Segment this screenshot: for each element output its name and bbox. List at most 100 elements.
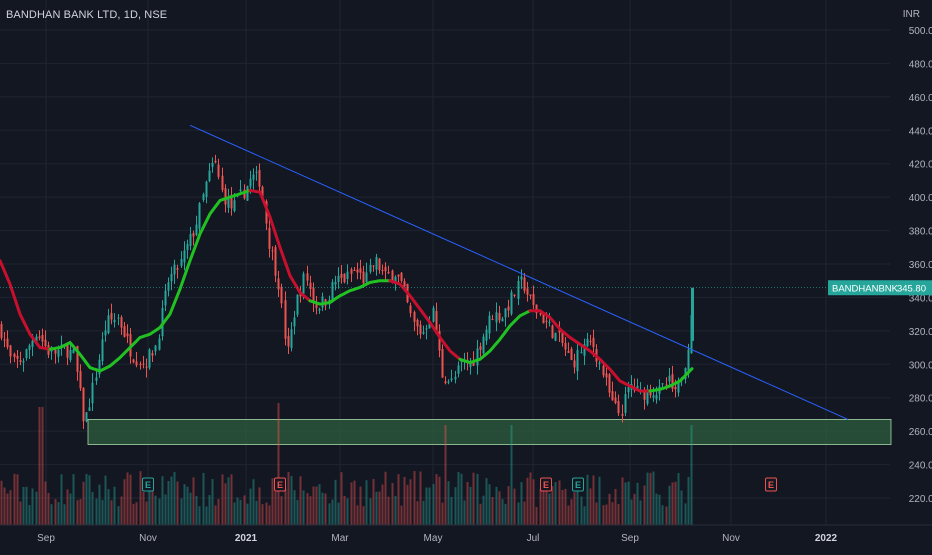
candle-body bbox=[287, 336, 290, 347]
volume-bar bbox=[668, 485, 671, 525]
candle-body bbox=[422, 332, 425, 334]
volume-bar bbox=[554, 482, 557, 525]
candle-body bbox=[224, 188, 227, 205]
volume-bar bbox=[164, 494, 167, 525]
volume-bar bbox=[239, 499, 242, 525]
volume-bar bbox=[35, 491, 38, 525]
candle-body bbox=[532, 293, 535, 305]
candle-body bbox=[488, 315, 491, 334]
volume-bar bbox=[595, 502, 598, 525]
volume-bar bbox=[387, 496, 390, 525]
volume-bar bbox=[6, 493, 9, 525]
volume-bar bbox=[479, 503, 482, 525]
volume-bar bbox=[539, 489, 542, 525]
candle-body bbox=[88, 407, 91, 411]
volume-bar bbox=[655, 493, 658, 525]
candle-body bbox=[31, 340, 34, 347]
candle-body bbox=[416, 319, 419, 327]
volume-bar bbox=[331, 499, 334, 525]
volume-bar bbox=[684, 503, 687, 525]
candle-body bbox=[9, 345, 12, 357]
volume-bar bbox=[91, 491, 94, 525]
candle-body bbox=[425, 328, 428, 330]
volume-bar bbox=[340, 472, 343, 525]
volume-bars bbox=[0, 403, 693, 525]
volume-bar bbox=[299, 476, 302, 525]
volume-bar bbox=[400, 505, 403, 525]
volume-bar bbox=[161, 476, 164, 525]
volume-bar bbox=[145, 501, 148, 525]
candle-body bbox=[614, 397, 617, 404]
candle-body bbox=[372, 265, 375, 267]
candle-body bbox=[507, 306, 510, 311]
symbol-title[interactable]: BANDHAN BANK LTD, 1D, NSE bbox=[6, 9, 168, 21]
volume-bar bbox=[261, 504, 264, 525]
volume-bar bbox=[337, 502, 340, 525]
volume-bar bbox=[135, 502, 138, 525]
candle-body bbox=[375, 256, 378, 270]
y-tick-label: 420.00 bbox=[909, 160, 932, 171]
volume-bar bbox=[214, 505, 217, 525]
volume-bar bbox=[243, 495, 246, 525]
candle-body bbox=[214, 160, 217, 163]
x-tick-label: 2022 bbox=[815, 533, 838, 544]
y-tick-label: 460.00 bbox=[909, 93, 932, 104]
volume-bar bbox=[425, 487, 428, 525]
candle-body bbox=[583, 344, 586, 356]
candle-body bbox=[296, 294, 299, 315]
candle-body bbox=[567, 350, 570, 353]
candle-body bbox=[13, 353, 16, 358]
volume-bar bbox=[614, 488, 617, 525]
volume-bar bbox=[416, 501, 419, 525]
volume-bar bbox=[321, 492, 324, 525]
volume-bar bbox=[123, 479, 126, 525]
trendline-line bbox=[189, 124, 849, 420]
ma-segment bbox=[248, 189, 312, 303]
volume-bar bbox=[611, 502, 614, 525]
x-tick-label: Nov bbox=[139, 533, 157, 544]
ma-segment bbox=[308, 279, 392, 306]
candle-body bbox=[19, 360, 22, 362]
volume-bar bbox=[365, 480, 368, 525]
volume-bar bbox=[60, 474, 63, 525]
volume-bar bbox=[195, 495, 198, 525]
volume-bar bbox=[290, 475, 293, 525]
volume-bar bbox=[104, 475, 107, 525]
volume-bar bbox=[258, 487, 261, 525]
volume-bar bbox=[567, 505, 570, 525]
candle-body bbox=[576, 349, 579, 372]
volume-bar bbox=[255, 500, 258, 525]
volume-bar bbox=[265, 502, 268, 525]
candle-body bbox=[454, 376, 457, 380]
ma-segment bbox=[648, 367, 694, 393]
candle-body bbox=[85, 412, 88, 422]
candle-body bbox=[523, 277, 526, 291]
volume-bar bbox=[346, 498, 349, 525]
earnings-marker-label: E bbox=[277, 480, 283, 490]
x-tick-label: Mar bbox=[331, 533, 349, 544]
candle-body bbox=[284, 300, 287, 339]
trendline[interactable] bbox=[189, 124, 849, 420]
volume-bar bbox=[438, 476, 441, 525]
ma-segment bbox=[0, 259, 52, 351]
volume-bar bbox=[126, 472, 129, 525]
volume-bar bbox=[598, 476, 601, 525]
volume-bar bbox=[369, 498, 372, 525]
volume-bar bbox=[350, 482, 353, 525]
candle-body bbox=[674, 386, 677, 390]
volume-bar bbox=[643, 485, 646, 525]
earnings-marker-label: E bbox=[768, 480, 774, 490]
x-tick-label: Jul bbox=[527, 533, 540, 544]
ma-segment bbox=[528, 309, 652, 393]
volume-bar bbox=[523, 501, 526, 525]
volume-bar bbox=[617, 503, 620, 525]
candle-body bbox=[290, 329, 293, 349]
price-tag-value: 345.80 bbox=[897, 284, 926, 295]
candle-body bbox=[378, 258, 381, 271]
y-tick-label: 300.00 bbox=[909, 360, 932, 371]
candle-body bbox=[139, 363, 142, 366]
volume-bar bbox=[372, 478, 375, 525]
